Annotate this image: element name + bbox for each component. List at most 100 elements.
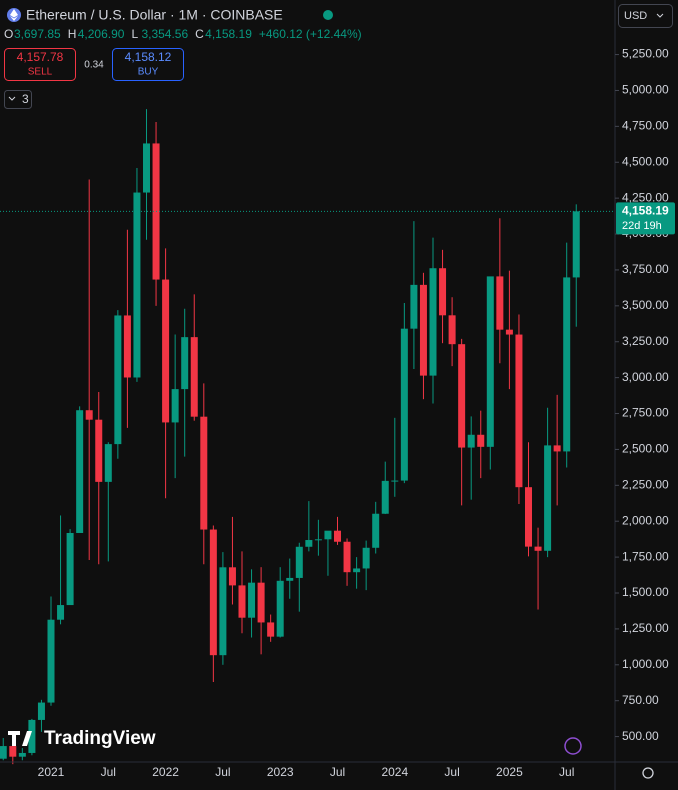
ohlc-key: O [4,27,13,41]
candle-body [66,532,74,606]
candle-body [353,568,361,573]
candle-body [123,315,131,378]
candle-body [257,582,265,623]
ohlc-value: 4,158.19 [205,27,252,41]
y-tick-label: 750.00 [622,693,659,707]
y-tick-label: 3,500.00 [622,298,669,312]
candle-body [419,284,427,376]
candle-body [505,329,513,335]
ohlc-value: 3,697.85 [14,27,61,41]
logo [8,731,32,746]
currency: USD [624,10,647,22]
y-tick-label: 2,750.00 [622,406,669,420]
buy-label: BUY [138,67,159,78]
x-tick-label: Jul [330,765,345,779]
y-tick-label: 5,000.00 [622,83,669,97]
candle-body [200,416,208,530]
assistant-icon[interactable] [564,737,582,755]
candle-body [219,567,227,656]
y-tick-label: 5,250.00 [622,47,669,61]
x-tick-label: 2024 [381,765,408,779]
candle-body [114,315,122,445]
indicators-toggle[interactable] [4,90,32,109]
ohlc-value: 3,354.56 [141,27,188,41]
sell-button[interactable] [4,48,76,81]
sell-price: 4,157.78 [17,50,64,64]
candle-body [553,445,561,452]
ohlc-row: O 3,697.85 H 4,206.90 L 3,354.56 C 4,158.19 +460… [4,27,362,41]
candle-body [381,480,389,514]
sell-label: SELL [28,67,53,78]
candle-body [467,434,475,448]
candle-body [486,276,494,447]
change: +460.12 (+12.44%) [259,27,362,41]
candle-body [85,410,93,420]
candle-body [76,410,84,533]
y-tick-label: 3,750.00 [622,262,669,276]
candle-body [171,389,179,423]
candle-body [305,540,313,547]
status-dot [323,10,333,20]
candle-body [9,746,17,757]
candle-body [391,480,399,482]
candle-body [544,445,552,551]
candle-body [496,276,504,330]
y-tick-label: 3,000.00 [622,370,669,384]
candle-body [429,268,437,376]
y-tick-label: 1,000.00 [622,657,669,671]
candle-body [190,337,198,417]
candle-body [458,344,466,448]
chevron [656,13,664,18]
candle-body [28,719,36,753]
x-tick-label: Jul [444,765,459,779]
y-tick-label: 500.00 [622,729,659,743]
y-tick-label: 1,500.00 [622,585,669,599]
y-tick-label: 2,500.00 [622,442,669,456]
y-tick-label: 1,250.00 [622,621,669,635]
watermark: TradingView [44,728,156,749]
logo-mark [8,731,32,746]
y-tick-label: 4,750.00 [622,119,669,133]
candle-body [563,277,571,452]
candle-body [228,567,236,586]
x-tick-label: 2023 [267,765,294,779]
candle-body [276,580,284,637]
x-tick-label: Jul [559,765,574,779]
buy-price: 4,158.12 [125,50,172,64]
settings-icon[interactable] [642,767,654,779]
candle-body [162,279,170,423]
x-tick-label: Jul [215,765,230,779]
currency-select[interactable] [618,4,673,28]
candle-body [295,546,303,578]
x-tick-label: 2022 [152,765,179,779]
candle-body [334,530,341,542]
candle-body [362,547,370,569]
y-tick-label: 4,500.00 [622,154,669,168]
candle-body [572,211,580,278]
x-tick-label: 2021 [38,765,65,779]
x-tick-label: Jul [101,765,116,779]
y-tick-label: 4,250.00 [622,190,669,204]
ohlc-key: L [131,27,138,41]
chevron [8,96,16,101]
candle-body [104,444,112,482]
indicators-count: 3 [22,92,29,106]
candle-body [143,143,150,193]
buy-button[interactable] [112,48,184,81]
price-tag-label: 4,158.19 [622,204,669,218]
x-tick-label: 2025 [496,765,523,779]
candle-body [515,334,523,488]
plot [0,109,615,765]
candle-body [286,577,294,581]
eth-glyph [10,9,18,21]
candle-body [37,702,45,720]
y-tick-label: 2,000.00 [622,513,669,527]
candle-body [525,487,532,547]
candle-body [181,337,189,390]
y-tick-label: 1,750.00 [622,549,669,563]
candle-body [47,619,55,703]
candle-body [209,529,217,656]
y-tick-label: 2,250.00 [622,477,669,491]
